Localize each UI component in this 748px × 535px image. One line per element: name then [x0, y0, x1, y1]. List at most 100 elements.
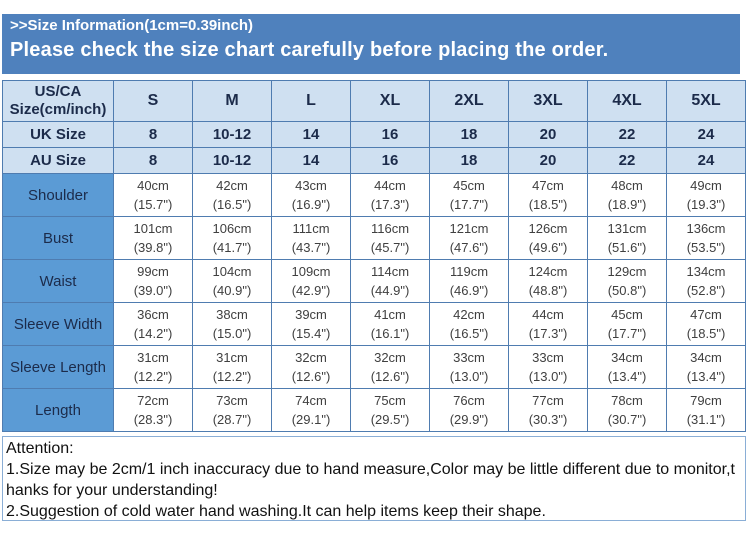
- measurement-cell: 34cm (13.4"): [666, 345, 746, 389]
- attention-line: Attention:: [6, 440, 74, 457]
- size-header-s: S: [113, 80, 193, 122]
- measurement-inch: (28.3"): [133, 412, 173, 427]
- measurement-cm: 76cm: [453, 393, 485, 408]
- measurement-cell: 33cm (13.0"): [508, 345, 588, 389]
- measurement-cm: 31cm: [137, 350, 169, 365]
- measurement-cell: 136cm (53.5"): [666, 216, 746, 260]
- measurement-inch: (17.3"): [528, 326, 568, 341]
- table-row: Sleeve Length 31cm (12.2") 31cm (12.2") 32cm (…: [2, 345, 746, 389]
- measurement-cell: 75cm (29.5"): [350, 388, 430, 432]
- table-row: AU Size 8 10-12 14 16 18 20 22 24: [2, 147, 746, 174]
- measurement-inch: (29.1"): [291, 412, 331, 427]
- measurement-inch: (13.0"): [449, 369, 489, 384]
- measurement-cell: 116cm (45.7"): [350, 216, 430, 260]
- measurement-cm: 73cm: [216, 393, 248, 408]
- measurement-inch: (18.9"): [607, 197, 647, 212]
- size-value-cell: 22: [587, 147, 667, 174]
- measurement-cell: 47cm (18.5"): [508, 173, 588, 217]
- measurement-cell: 101cm (39.8"): [113, 216, 193, 260]
- size-value-cell: 24: [666, 147, 746, 174]
- measurement-inch: (16.5"): [212, 197, 252, 212]
- measurement-cm: 42cm: [216, 178, 248, 193]
- measurement-cell: 77cm (30.3"): [508, 388, 588, 432]
- measurement-inch: (51.6"): [607, 240, 647, 255]
- measurement-cm: 136cm: [686, 221, 726, 236]
- measurement-cell: 32cm (12.6"): [271, 345, 351, 389]
- table-row: Waist 99cm (39.0") 104cm (40.9") 109cm (42.9")…: [2, 259, 746, 303]
- measurement-cm: 33cm: [453, 350, 485, 365]
- measurement-inch: (53.5"): [686, 240, 726, 255]
- measurement-cm: 75cm: [374, 393, 406, 408]
- measurement-cm: 38cm: [216, 307, 248, 322]
- size-value-cell: 16: [350, 121, 430, 148]
- measurement-cm: 43cm: [295, 178, 327, 193]
- row-label: Sleeve Width: [2, 302, 114, 346]
- measurement-cell: 72cm (28.3"): [113, 388, 193, 432]
- measurement-cm: 129cm: [607, 264, 647, 279]
- row-label: Bust: [2, 216, 114, 260]
- measurement-inch: (15.0"): [212, 326, 252, 341]
- measurement-inch: (30.3"): [528, 412, 568, 427]
- measurement-inch: (18.5"): [528, 197, 568, 212]
- attention-box: Attention: 1.Size may be 2cm/1 inch inacc…: [2, 436, 746, 521]
- measurement-cm: 77cm: [532, 393, 564, 408]
- measurement-inch: (17.7"): [607, 326, 647, 341]
- size-value-cell: 16: [350, 147, 430, 174]
- measurement-cell: 45cm (17.7"): [587, 302, 667, 346]
- corner-header-cell: US/CA Size(cm/inch): [2, 80, 114, 122]
- measurement-cm: 48cm: [611, 178, 643, 193]
- size-value-cell: 22: [587, 121, 667, 148]
- measurement-inch: (43.7"): [291, 240, 331, 255]
- measurement-cell: 34cm (13.4"): [587, 345, 667, 389]
- measurement-cell: 40cm (15.7"): [113, 173, 193, 217]
- measurement-inch: (47.6"): [449, 240, 489, 255]
- measurement-cm: 79cm: [690, 393, 722, 408]
- attention-line: 2.Suggestion of cold water hand washing.…: [6, 503, 546, 520]
- measurement-cm: 34cm: [690, 350, 722, 365]
- measurement-inch: (29.5"): [370, 412, 410, 427]
- measurement-cell: 106cm (41.7"): [192, 216, 272, 260]
- measurement-cm: 104cm: [212, 264, 252, 279]
- measurement-inch: (13.4"): [607, 369, 647, 384]
- measurement-cm: 32cm: [295, 350, 327, 365]
- measurement-cm: 45cm: [611, 307, 643, 322]
- corner-header-line: Size(cm/inch): [9, 101, 107, 118]
- measurement-inch: (15.7"): [133, 197, 173, 212]
- measurement-cm: 47cm: [532, 178, 564, 193]
- size-value-cell: 8: [113, 147, 193, 174]
- size-header-xl: XL: [350, 80, 430, 122]
- measurement-cell: 36cm (14.2"): [113, 302, 193, 346]
- measurement-cm: 49cm: [690, 178, 722, 193]
- measurement-cell: 78cm (30.7"): [587, 388, 667, 432]
- measurement-inch: (40.9"): [212, 283, 252, 298]
- measurement-inch: (19.3"): [686, 197, 726, 212]
- measurement-inch: (45.7"): [370, 240, 410, 255]
- banner: >>Size Information(1cm=0.39inch) Please …: [2, 14, 740, 74]
- measurement-cm: 34cm: [611, 350, 643, 365]
- table-row: UK Size 8 10-12 14 16 18 20 22 24: [2, 121, 746, 148]
- measurement-cell: 73cm (28.7"): [192, 388, 272, 432]
- measurement-cm: 44cm: [374, 178, 406, 193]
- measurement-cell: 44cm (17.3"): [350, 173, 430, 217]
- measurement-cm: 47cm: [690, 307, 722, 322]
- table-row: Shoulder 40cm (15.7") 42cm (16.5") 43cm (16.9"…: [2, 173, 746, 217]
- row-label: Shoulder: [2, 173, 114, 217]
- measurement-cell: 129cm (50.8"): [587, 259, 667, 303]
- measurement-inch: (41.7"): [212, 240, 252, 255]
- table-row: Bust 101cm (39.8") 106cm (41.7") 111cm (43.7")…: [2, 216, 746, 260]
- row-label: Waist: [2, 259, 114, 303]
- size-header-2xl: 2XL: [429, 80, 509, 122]
- measurement-cm: 131cm: [607, 221, 647, 236]
- size-value-cell: 20: [508, 147, 588, 174]
- banner-subtitle: Please check the size chart carefully be…: [10, 39, 609, 61]
- measurement-cell: 131cm (51.6"): [587, 216, 667, 260]
- size-header-m: M: [192, 80, 272, 122]
- measurement-inch: (16.1"): [370, 326, 410, 341]
- size-value-cell: 10-12: [192, 147, 272, 174]
- measurement-cell: 134cm (52.8"): [666, 259, 746, 303]
- measurement-cell: 99cm (39.0"): [113, 259, 193, 303]
- measurement-inch: (29.9"): [449, 412, 489, 427]
- measurement-inch: (17.3"): [370, 197, 410, 212]
- size-header-l: L: [271, 80, 351, 122]
